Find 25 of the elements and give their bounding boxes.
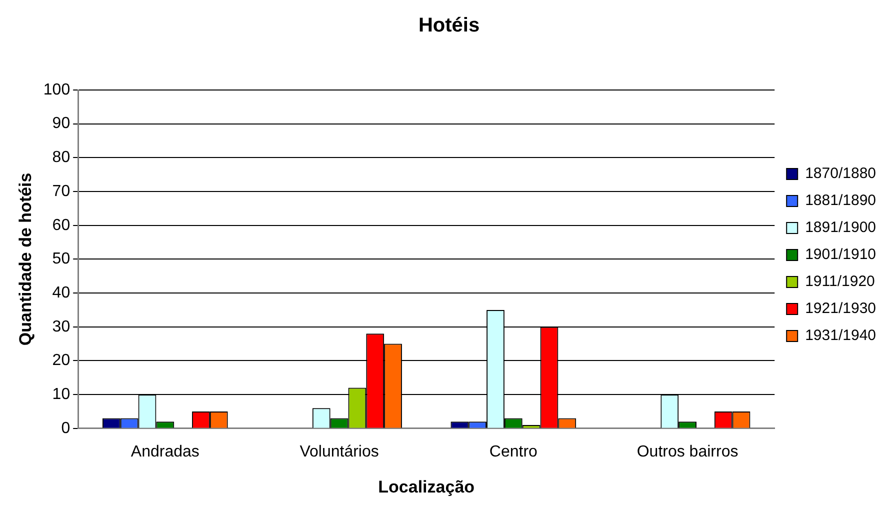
x-tick-label: Outros bairros <box>636 443 738 460</box>
legend-label: 1891/1900 <box>805 219 876 236</box>
chart-title: Hotéis <box>418 14 480 37</box>
x-tick-label: Andradas <box>130 443 200 460</box>
y-tick-label: 0 <box>61 420 70 437</box>
legend-label: 1911/1920 <box>805 273 875 290</box>
y-tick-label: 10 <box>52 386 70 403</box>
x-tick-label: Voluntários <box>300 443 379 460</box>
y-tick-label: 20 <box>52 352 70 370</box>
legend-label: 1901/1910 <box>805 246 876 264</box>
y-tick-label: 90 <box>52 115 70 132</box>
y-axis-title: Quantidade de hotéis <box>16 172 35 346</box>
legend-label: 1870/1880 <box>805 165 876 182</box>
x-axis-title: Localização <box>378 477 475 496</box>
y-tick-label: 60 <box>52 216 70 234</box>
y-tick-label: 50 <box>52 250 70 268</box>
x-tick-label: Centro <box>489 443 538 460</box>
y-tick-label: 100 <box>43 81 70 98</box>
y-tick-label: 30 <box>52 318 70 336</box>
legend-label: 1931/1940 <box>805 327 876 344</box>
y-tick-label: 80 <box>52 149 70 166</box>
legend-label: 1881/1890 <box>805 192 876 210</box>
y-tick-label: 40 <box>52 284 70 302</box>
legend-label: 1921/1930 <box>805 300 876 318</box>
y-tick-label: 70 <box>52 182 70 200</box>
